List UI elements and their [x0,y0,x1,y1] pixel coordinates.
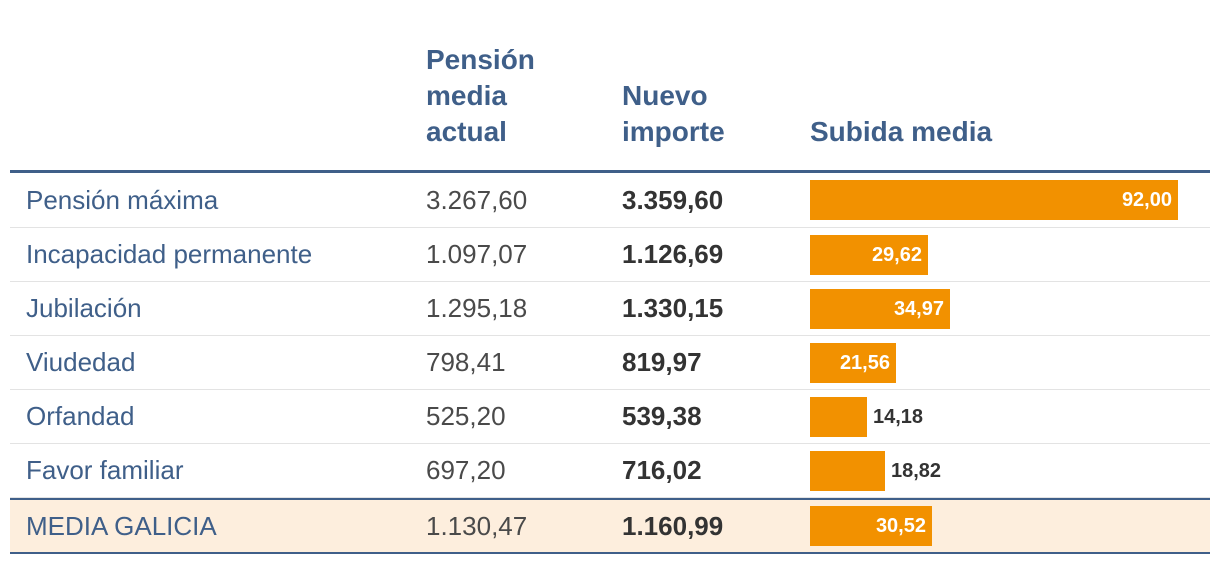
row-label: Favor familiar [26,455,184,485]
increase-bar: 29,62 [810,234,928,275]
increase-cell: 30,52 [810,500,1190,552]
increase-cell: 21,56 [810,336,1190,389]
pension-table: Pensión media actual Nuevo importe Subid… [10,0,1210,554]
current-pension-value: 1.097,07 [426,239,528,269]
row-label: Incapacidad permanente [26,239,313,269]
increase-cell: 18,82 [810,444,1190,497]
increase-cell: 92,00 [810,173,1190,227]
increase-bar: 34,97 [810,288,950,329]
row-label: Viudedad [26,347,136,377]
increase-data-label: 14,18 [873,405,924,428]
current-pension-value: 697,20 [426,455,506,485]
new-amount-value: 1.126,69 [622,239,724,269]
current-pension-value: 525,20 [426,401,506,431]
new-amount-value: 539,38 [622,401,702,431]
current-pension-value: 1.130,47 [426,510,528,541]
increase-bar: 30,52 [810,506,932,546]
new-amount-value: 1.330,15 [622,293,724,323]
new-amount-value: 3.359,60 [622,184,724,215]
current-pension-value: 3.267,60 [426,184,528,215]
increase-cell: 29,62 [810,228,1190,281]
row-label: Orfandad [26,401,135,431]
increase-bar: 92,00 [810,180,1178,220]
increase-data-label: 30,52 [875,515,926,537]
table-row: Orfandad 525,20 539,38 14,18 [10,390,1210,444]
increase-bar: 21,56 [810,342,896,383]
increase-cell: 34,97 [810,282,1190,335]
total-row: MEDIA GALICIA 1.130,47 1.160,99 30,52 [10,498,1210,554]
header-current-line-3: actual [426,116,507,147]
row-label: Jubilación [26,293,142,323]
header-current-line-2: media [426,80,507,111]
new-amount-value: 716,02 [622,455,702,485]
new-amount-value: 819,97 [622,347,702,377]
table-row: Viudedad 798,41 819,97 21,56 [10,336,1210,390]
increase-data-label: 92,00 [1121,189,1172,211]
new-amount-value: 1.160,99 [622,510,724,541]
current-pension-value: 798,41 [426,347,506,377]
header-current-pension: Pensión media actual [426,42,535,150]
row-label: MEDIA GALICIA [26,510,217,541]
current-pension-value: 1.295,18 [426,293,528,323]
table-row: Pensión máxima 3.267,60 3.359,60 92,00 [10,173,1210,228]
table-row: Incapacidad permanente 1.097,07 1.126,69 29… [10,228,1210,282]
table-body: Pensión máxima 3.267,60 3.359,60 92,00 Incap… [10,173,1210,554]
increase-bar: 18,82 [810,450,941,491]
table-header: Pensión media actual Nuevo importe Subid… [10,0,1210,173]
header-increase: Subida media [810,114,992,150]
increase-data-label: 18,82 [891,459,942,482]
header-increase-line-1: Subida media [810,116,993,147]
table-row: Favor familiar 697,20 716,02 18,82 [10,444,1210,498]
header-new-line-1: Nuevo [622,80,708,111]
increase-data-label: 21,56 [839,351,890,374]
header-new-line-2: importe [622,116,725,147]
increase-bar: 14,18 [810,396,923,437]
table-row: Jubilación 1.295,18 1.330,15 34,97 [10,282,1210,336]
header-current-line-1: Pensión [426,44,535,75]
increase-cell: 14,18 [810,390,1190,443]
increase-data-label: 34,97 [893,297,944,320]
header-new-amount: Nuevo importe [622,78,725,150]
increase-data-label: 29,62 [871,243,922,266]
row-label: Pensión máxima [26,184,219,215]
